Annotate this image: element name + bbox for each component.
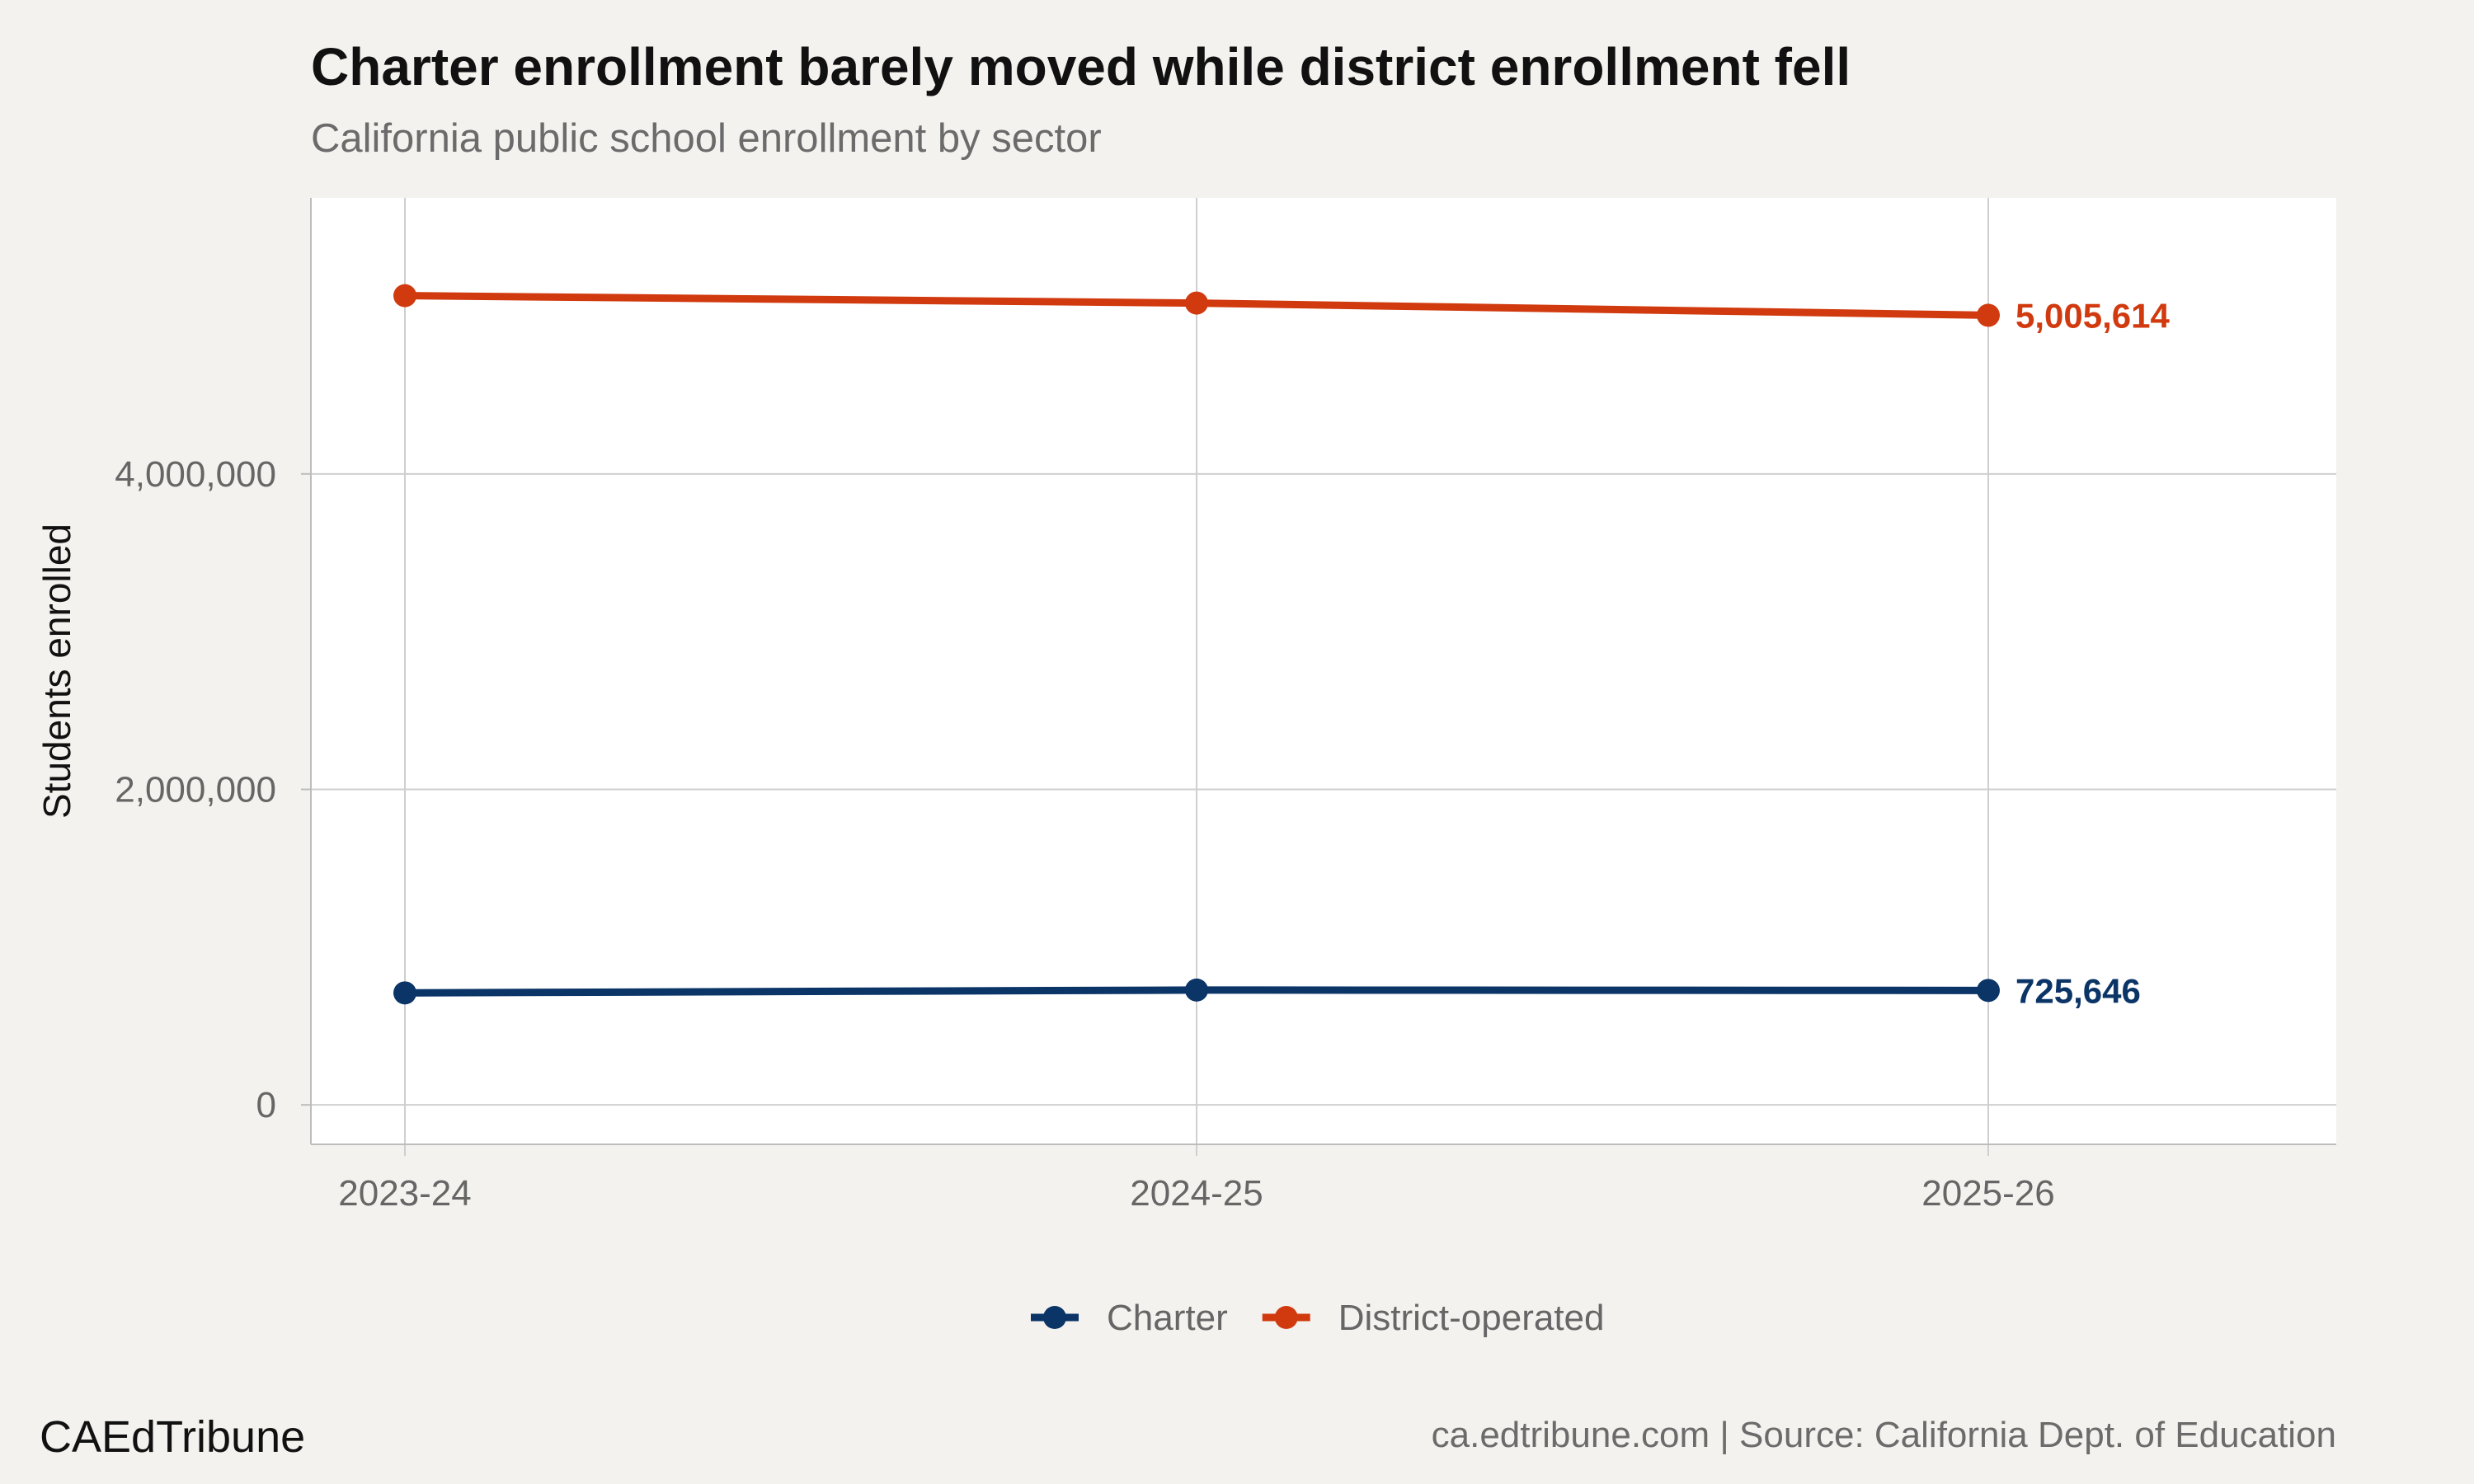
series-district-operated: 5,005,614 (393, 284, 2170, 335)
brand-logo-text: CAEdTribune (40, 1412, 306, 1462)
source-note: ca.edtribune.com | Source: California De… (1431, 1415, 2336, 1455)
legend-key-point (1043, 1306, 1066, 1329)
data-point (1185, 978, 1208, 1002)
x-tick-label: 2024-25 (1130, 1173, 1263, 1214)
chart-title: Charter enrollment barely moved while di… (311, 37, 1851, 96)
data-point (1977, 979, 2000, 1003)
x-tick-labels: 2023-24 2024-25 2025-26 (338, 1173, 2054, 1214)
legend-key-point (1274, 1306, 1298, 1329)
series: 725,646 5,005,614 (393, 284, 2170, 1010)
series-charter: 725,646 (393, 971, 2141, 1010)
x-tick-label: 2023-24 (338, 1173, 471, 1214)
legend-label: District-operated (1338, 1298, 1605, 1338)
legend: Charter District-operated (1031, 1298, 1605, 1338)
data-point (1977, 303, 2000, 327)
end-value-label: 5,005,614 (2015, 296, 2170, 335)
legend-label: Charter (1107, 1298, 1228, 1338)
x-tick-label: 2025-26 (1921, 1173, 2054, 1214)
y-axis-title: Students enrolled (35, 524, 78, 819)
legend-item: District-operated (1262, 1298, 1605, 1338)
data-point (393, 981, 416, 1005)
y-tick-label: 4,000,000 (115, 454, 276, 495)
y-tick-label: 2,000,000 (115, 770, 276, 810)
y-tick-label: 0 (256, 1085, 276, 1125)
data-point (393, 284, 416, 308)
chart-subtitle: California public school enrollment by s… (311, 116, 1102, 161)
legend-item: Charter (1031, 1298, 1228, 1338)
end-value-label: 725,646 (2015, 971, 2141, 1010)
y-tick-labels: 0 2,000,000 4,000,000 (115, 454, 311, 1125)
data-point (1185, 291, 1208, 315)
